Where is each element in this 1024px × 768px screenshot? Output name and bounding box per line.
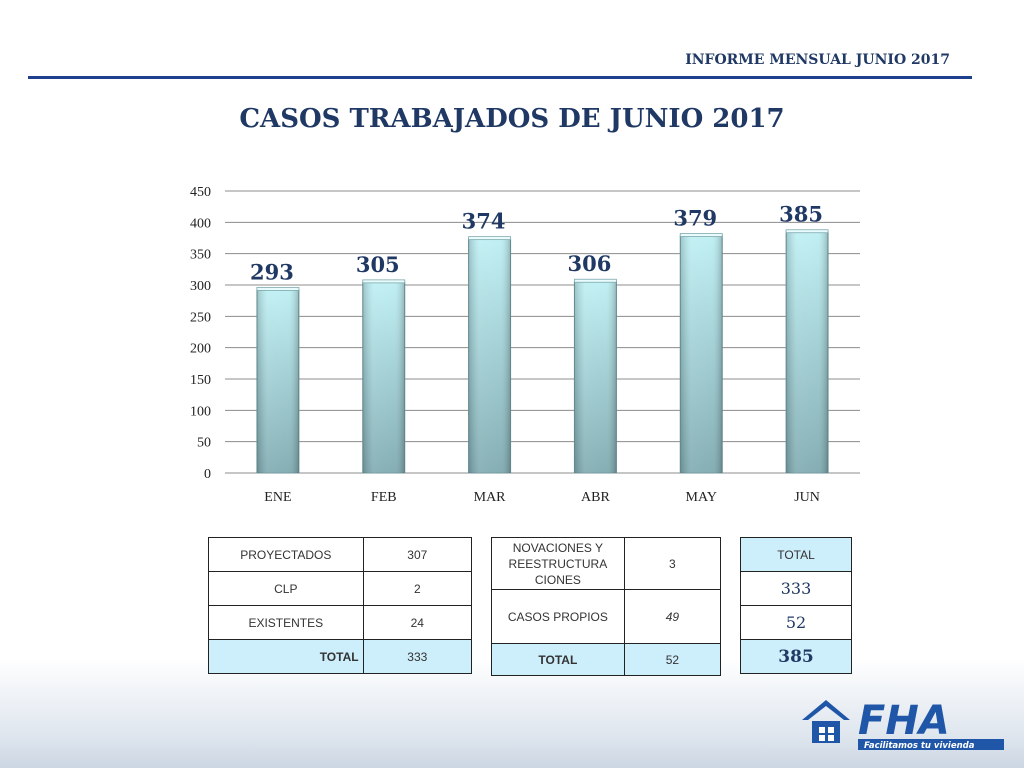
table-total-value: 52 xyxy=(623,643,722,676)
data-label: 293 xyxy=(250,259,294,284)
summary-table-projected: PROYECTADOS 307 CLP 2 EXISTENTES 24 TOTA… xyxy=(208,537,473,674)
table-cell-label: EXISTENTES xyxy=(208,605,364,640)
table-cell-value: 52 xyxy=(740,605,852,640)
report-header: INFORME MENSUAL JUNIO 2017 xyxy=(685,52,950,68)
table-cell-label: CASOS PROPIOS xyxy=(491,589,625,644)
table-row: CASOS PROPIOS 49 xyxy=(491,589,722,644)
data-label: 306 xyxy=(567,251,611,276)
logo-band xyxy=(858,739,1004,750)
table-cell-value: 307 xyxy=(362,537,473,572)
table-cell-label: PROYECTADOS xyxy=(208,537,364,572)
data-label: 385 xyxy=(779,202,823,227)
x-tick-label: ABR xyxy=(581,490,610,505)
bar xyxy=(573,278,617,474)
table-header-cell: TOTAL xyxy=(740,537,852,572)
y-tick-label: 0 xyxy=(204,467,211,482)
y-tick-label: 50 xyxy=(197,436,211,451)
y-tick-label: 200 xyxy=(190,342,211,357)
bar xyxy=(785,229,829,474)
table-row: CLP 2 xyxy=(208,571,473,606)
y-tick-label: 350 xyxy=(190,248,211,263)
header-divider xyxy=(28,76,972,79)
y-tick-label: 100 xyxy=(190,404,211,419)
table-header-row: TOTAL xyxy=(740,537,852,572)
bar xyxy=(468,236,512,474)
house-icon xyxy=(802,700,850,743)
bar xyxy=(679,233,723,474)
y-tick-label: 300 xyxy=(190,279,211,294)
y-tick-label: 250 xyxy=(190,310,211,325)
table-cell-value: 2 xyxy=(362,571,473,606)
bar xyxy=(362,279,406,474)
table-total-label: TOTAL xyxy=(491,643,625,676)
x-tick-label: JUN xyxy=(794,490,820,505)
bar-chart: 0 50 100 150 200 250 300 350 400 450 293 305 374 306… xyxy=(190,185,860,505)
table-cell-value: 49 xyxy=(623,589,722,644)
table-total-value: 333 xyxy=(362,639,473,674)
logo-tagline: Facilitamos tu vivienda xyxy=(864,741,975,751)
data-label: 374 xyxy=(462,209,506,234)
y-tick-label: 450 xyxy=(190,185,211,200)
bottom-gradient xyxy=(0,658,1024,768)
x-tick-label: FEB xyxy=(371,490,397,505)
table-cell-label: NOVACIONES Y REESTRUCTURA CIONES xyxy=(491,537,625,590)
x-tick-label: ENE xyxy=(264,490,291,505)
table-total-row: TOTAL 333 xyxy=(208,639,473,674)
x-tick-label: MAR xyxy=(474,490,507,505)
data-label: 379 xyxy=(673,205,717,230)
table-row: 333 xyxy=(740,571,852,606)
summary-table-own-cases: NOVACIONES Y REESTRUCTURA CIONES 3 CASOS… xyxy=(491,537,722,676)
grand-total-table: TOTAL 333 52 385 xyxy=(740,537,852,674)
page-title: CASOS TRABAJADOS DE JUNIO 2017 xyxy=(239,104,785,134)
y-tick-label: 400 xyxy=(190,216,211,231)
table-total-label: TOTAL xyxy=(208,639,364,674)
table-total-row: 385 xyxy=(740,639,852,674)
y-tick-label: 150 xyxy=(190,373,211,388)
table-cell-label: CLP xyxy=(208,571,364,606)
table-cell-value: 24 xyxy=(362,605,473,640)
table-row: EXISTENTES 24 xyxy=(208,605,473,640)
bar xyxy=(256,286,300,474)
table-row: PROYECTADOS 307 xyxy=(208,537,473,572)
table-row: 52 xyxy=(740,605,852,640)
data-label: 305 xyxy=(356,252,400,277)
table-row: NOVACIONES Y REESTRUCTURA CIONES 3 xyxy=(491,537,722,590)
x-tick-label: MAY xyxy=(686,490,717,505)
table-total-row: TOTAL 52 xyxy=(491,643,722,676)
table-cell-value: 333 xyxy=(740,571,852,606)
grand-total-value: 385 xyxy=(740,639,852,674)
fha-logo: FHA Facilitamos tu vivienda xyxy=(802,698,1004,751)
logo-wordmark: FHA xyxy=(858,698,950,744)
table-cell-value: 3 xyxy=(623,537,722,590)
